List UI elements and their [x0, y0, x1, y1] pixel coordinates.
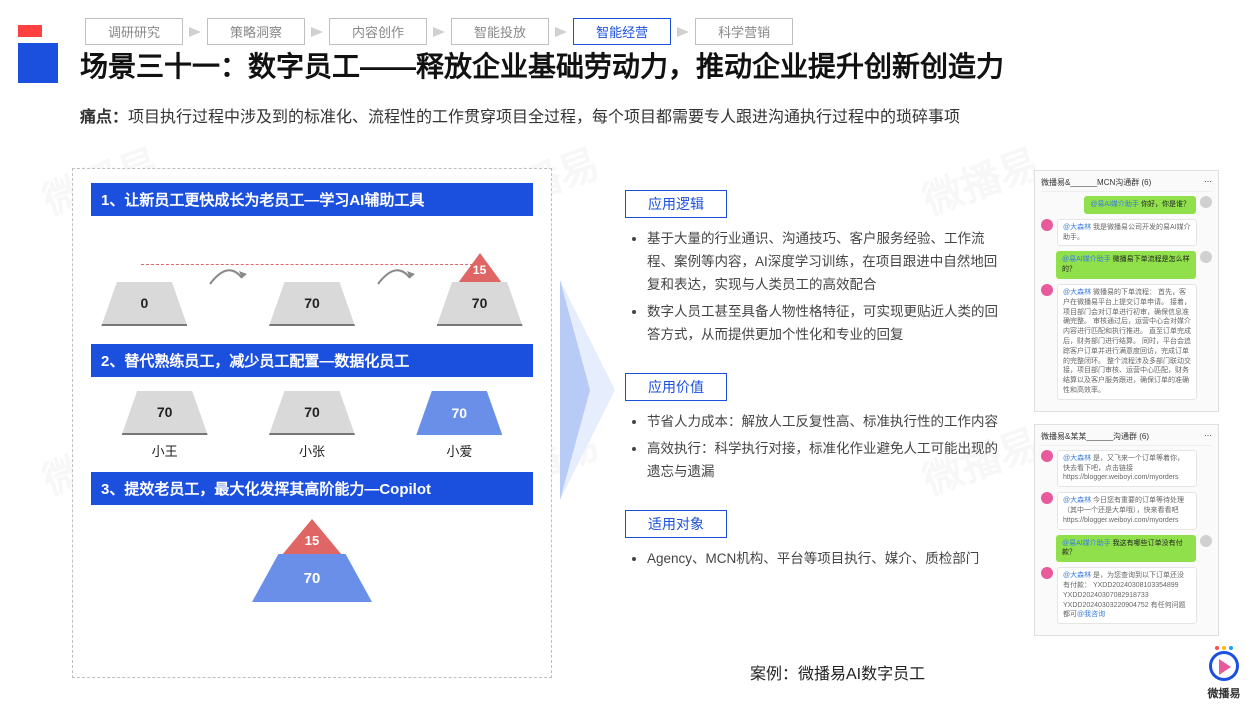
chat-bubble: @大森林 微播易的下单流程： 首先，客户在微播易平台上提交订单申请。 接着，项目… [1057, 284, 1197, 400]
right-block-label: 适用对象 [625, 510, 727, 538]
trap-value: 70 [122, 391, 208, 435]
chat-bubble: @大森林 是，为您查询到以下订单还没有付款： YXDD2024030810335… [1057, 567, 1197, 624]
arrow-icon [208, 258, 248, 288]
list-item: 基于大量的行业通识、沟通技巧、客户服务经验、工作流程、案例等内容，AI深度学习训… [647, 228, 1010, 297]
person-name: 小王 [152, 441, 178, 460]
chat-bubble: @大森林 今日您有重要的订单等待处理（其中一个还是大单哦），快来看看吧 http… [1057, 492, 1197, 529]
trap-value: 0 [101, 282, 187, 326]
right-block-list: 节省人力成本：解放人工反复性高、标准执行性的工作内容高效执行：科学执行对接，标准… [625, 411, 1010, 484]
more-icon: ⋯ [1204, 177, 1212, 188]
triangle-value: 15 [472, 263, 488, 277]
chat-message: @易AI媒介助手 微播易下单流程是怎么样的？ [1041, 251, 1212, 279]
avatar [1200, 535, 1212, 547]
section1-row: 0 70 15 70 [91, 230, 533, 326]
left-panel: 1、让新员工更快成长为老员工—学习AI辅助工具 0 70 15 70 2、替代熟… [72, 168, 552, 678]
chat-box: 微播易&某某______沟通群 (6) ⋯ @大森林 是，又飞来一个订单等着你，快… [1034, 424, 1219, 636]
right-block-list: 基于大量的行业通识、沟通技巧、客户服务经验、工作流程、案例等内容，AI深度学习训… [625, 228, 1010, 347]
trap-value-blue: 70 [416, 391, 502, 435]
title-block: 场景三十一：数字员工——释放企业基础劳动力，推动企业提升创新创造力 痛点：项目执… [18, 25, 1068, 127]
chat-header: 微播易&______MCN沟通群 (6) ⋯ [1041, 177, 1212, 192]
chat-message: @大森林 微播易的下单流程： 首先，客户在微播易平台上提交订单申请。 接着，项目… [1041, 284, 1212, 400]
subtitle-label: 痛点： [80, 109, 128, 126]
avatar [1041, 567, 1053, 579]
section2-row: 70 70 70 [91, 391, 533, 435]
avatar [1041, 450, 1053, 462]
chat-title: 微播易&某某______沟通群 (6) [1041, 431, 1149, 442]
triangle-top: 15 [282, 519, 342, 555]
section2-title: 2、替代熟练员工，减少员工配置—数据化员工 [91, 344, 533, 377]
trap-value: 70 [269, 391, 355, 435]
subtitle: 痛点：项目执行过程中涉及到的标准化、流程性的工作贯穿项目全过程，每个项目都需要专… [80, 103, 1068, 127]
dashed-line [141, 264, 483, 265]
right-column: 应用逻辑基于大量的行业通识、沟通技巧、客户服务经验、工作流程、案例等内容，AI深… [625, 190, 1010, 596]
trap-item: 0 [101, 282, 187, 326]
chat-box: 微播易&______MCN沟通群 (6) ⋯ @易AI媒介助手 你好，你是谁？ @大… [1034, 170, 1219, 412]
chat-message: @大森林 今日您有重要的订单等待处理（其中一个还是大单哦），快来看看吧 http… [1041, 492, 1212, 529]
chat-message: @大森林 是，又飞来一个订单等着你，快去看下吧，点击链接 https://blo… [1041, 450, 1212, 487]
big-arrow-icon [560, 280, 615, 500]
trap-value: 70 [437, 282, 523, 326]
person-name: 小张 [299, 441, 325, 460]
avatar [1041, 219, 1053, 231]
chat-bubble: @易AI媒介助手 我这有哪些订单没有付款？ [1056, 535, 1196, 563]
avatar [1041, 284, 1053, 296]
right-block-label: 应用逻辑 [625, 190, 727, 218]
right-block-list: Agency、MCN机构、平台等项目执行、媒介、质检部门 [625, 548, 1010, 571]
accent-blue [18, 43, 58, 83]
triangle-value: 15 [302, 533, 322, 548]
case-label: 案例：微播易AI数字员工 [750, 660, 925, 684]
chat-header: 微播易&某某______沟通群 (6) ⋯ [1041, 431, 1212, 446]
trap-item: 15 70 [437, 253, 523, 326]
page-title: 场景三十一：数字员工——释放企业基础劳动力，推动企业提升创新创造力 [80, 45, 1004, 85]
chat-bubble: @大森林 我是微播易公司开发的易AI媒介助手。 [1057, 219, 1197, 247]
trap-value: 70 [269, 282, 355, 326]
chat-screenshots: 微播易&______MCN沟通群 (6) ⋯ @易AI媒介助手 你好，你是谁？ @大… [1034, 170, 1219, 636]
more-icon: ⋯ [1204, 431, 1212, 442]
logo-text: 微播易 [1207, 685, 1241, 701]
arrow-icon [376, 258, 416, 288]
chat-title: 微播易&______MCN沟通群 (6) [1041, 177, 1151, 188]
avatar [1200, 196, 1212, 208]
chat-bubble: @大森林 是，又飞来一个订单等着你，快去看下吧，点击链接 https://blo… [1057, 450, 1197, 487]
person-name: 小爱 [446, 441, 472, 460]
chat-message: @易AI媒介助手 你好，你是谁？ [1041, 196, 1212, 214]
avatar [1200, 251, 1212, 263]
logo-icon [1207, 649, 1241, 683]
list-item: 节省人力成本：解放人工反复性高、标准执行性的工作内容 [647, 411, 1010, 434]
name-row: 小王 小张 小爱 [91, 441, 533, 460]
avatar [1041, 492, 1053, 504]
trap-value-blue: 70 [252, 554, 372, 602]
section3-title: 3、提效老员工，最大化发挥其高阶能力—Copilot [91, 472, 533, 505]
list-item: Agency、MCN机构、平台等项目执行、媒介、质检部门 [647, 548, 1010, 571]
chat-bubble: @易AI媒介助手 你好，你是谁？ [1084, 196, 1196, 214]
list-item: 数字人员工甚至具备人物性格特征，可实现更贴近人类的回答方式，从而提供更加个性化和… [647, 301, 1010, 347]
list-item: 高效执行：科学执行对接，标准化作业避免人工可能出现的遗忘与遗漏 [647, 438, 1010, 484]
triangle-top: 15 [458, 253, 502, 283]
chat-bubble: @易AI媒介助手 微播易下单流程是怎么样的？ [1056, 251, 1196, 279]
brand-logo: 微播易 [1207, 649, 1241, 701]
chat-message: @大森林 是，为您查询到以下订单还没有付款： YXDD2024030810335… [1041, 567, 1212, 624]
accent-red [18, 25, 42, 37]
section3-stack: 15 70 [91, 519, 533, 602]
chat-message: @易AI媒介助手 我这有哪些订单没有付款？ [1041, 535, 1212, 563]
section1-title: 1、让新员工更快成长为老员工—学习AI辅助工具 [91, 183, 533, 216]
right-block-label: 应用价值 [625, 373, 727, 401]
trap-item: 70 [269, 282, 355, 326]
subtitle-text: 项目执行过程中涉及到的标准化、流程性的工作贯穿项目全过程，每个项目都需要专人跟进… [128, 109, 960, 126]
chat-message: @大森林 我是微播易公司开发的易AI媒介助手。 [1041, 219, 1212, 247]
